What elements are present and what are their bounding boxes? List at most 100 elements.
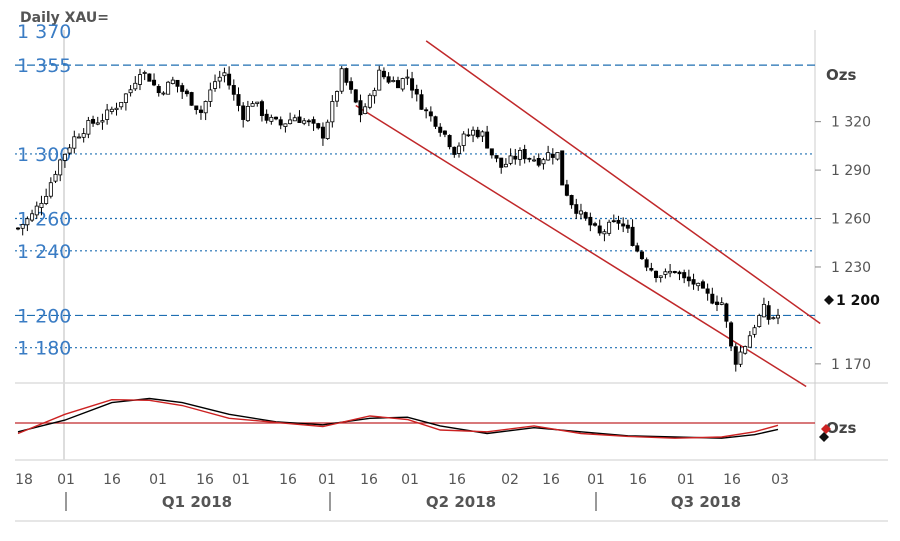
candle [30, 209, 35, 223]
candle [574, 198, 579, 220]
price-candles [15, 65, 781, 372]
candle [264, 109, 269, 124]
candle [428, 106, 433, 122]
candle [72, 130, 77, 154]
candle [349, 77, 354, 94]
x-tick-label: 01 [587, 472, 605, 488]
candle [456, 142, 461, 158]
quarter-label: Q1 2018 [162, 493, 232, 511]
candle [489, 148, 494, 159]
candle [156, 84, 161, 97]
candle [630, 219, 635, 247]
candle [696, 282, 701, 291]
oscillator-red-marker-icon [821, 424, 831, 434]
candle [344, 67, 349, 86]
candle [480, 130, 485, 143]
candle [81, 128, 86, 143]
y-tick-label: 1 230 [831, 260, 871, 276]
y-axis-ticks: 1 320 1 290 1 260 1 230 1 170 [815, 115, 871, 373]
chart-title: Daily XAU= [20, 10, 109, 26]
candle [34, 201, 39, 219]
y-tick-label: 1 260 [831, 212, 871, 228]
candle [395, 76, 400, 89]
candle [222, 67, 227, 83]
candle [461, 131, 466, 152]
oscillator-unit-label: Ozs [826, 419, 856, 437]
candle [635, 242, 640, 253]
candle [419, 89, 424, 110]
candle [503, 158, 508, 168]
candle [466, 128, 471, 137]
candle [564, 179, 569, 197]
candle [278, 116, 283, 130]
candle [771, 316, 776, 320]
candle [189, 91, 194, 106]
candle [297, 110, 302, 123]
channel-upper-line [425, 40, 821, 325]
candle [44, 188, 49, 206]
candle [316, 122, 321, 130]
x-tick-label: 03 [771, 472, 789, 488]
candle [738, 345, 743, 368]
y-tick-label: 1 320 [831, 115, 871, 131]
candle [766, 300, 771, 325]
candle [302, 117, 307, 126]
level-label-1: 1 300 [17, 144, 71, 166]
candle [76, 133, 81, 139]
candle [39, 195, 44, 216]
candle [358, 94, 363, 123]
oscillator-series-1 [17, 398, 779, 439]
x-tick-label: 01 [401, 472, 419, 488]
candle [330, 95, 335, 128]
candle [86, 116, 91, 139]
candle [658, 275, 663, 283]
candle [757, 313, 762, 328]
x-tick-label: 18 [15, 472, 33, 488]
candle [710, 287, 715, 305]
candle [381, 67, 386, 80]
x-tick-label: 16 [723, 472, 741, 488]
last-price-label: 1 200 [836, 293, 880, 309]
candle [142, 70, 147, 81]
candle [625, 219, 630, 234]
candle [203, 100, 208, 121]
candle [649, 262, 654, 272]
oscillator-panel [15, 397, 815, 439]
candle [705, 283, 710, 301]
candle [733, 343, 738, 372]
candle [621, 217, 626, 233]
candle [611, 214, 616, 223]
candle [241, 102, 246, 128]
candle [644, 257, 649, 272]
candle [546, 145, 551, 161]
candle [105, 103, 110, 125]
candle [367, 93, 372, 110]
candle [161, 91, 166, 96]
candle [386, 72, 391, 84]
level-label-2: 1 260 [17, 209, 71, 231]
candle [166, 80, 171, 95]
candle [471, 126, 476, 143]
candle [259, 99, 264, 122]
x-tick-label: 01 [232, 472, 250, 488]
candle [15, 227, 20, 231]
candle [776, 308, 781, 325]
candle [691, 273, 696, 290]
candle [541, 157, 546, 170]
candle [663, 268, 668, 279]
candle [198, 105, 203, 120]
candle [715, 295, 720, 312]
candle [616, 215, 621, 230]
candle [283, 123, 288, 133]
candle [372, 87, 377, 104]
candle [433, 115, 438, 129]
candle [377, 65, 382, 91]
candle [231, 79, 236, 101]
candle [353, 89, 358, 104]
y-tick-label: 1 170 [831, 357, 871, 373]
horizontal-levels: 1 355 1 300 1 260 1 240 1 200 1 180 [15, 55, 815, 360]
candle [53, 170, 58, 184]
candle [147, 73, 152, 82]
candle [58, 158, 63, 182]
channel-lower-line [355, 104, 807, 388]
